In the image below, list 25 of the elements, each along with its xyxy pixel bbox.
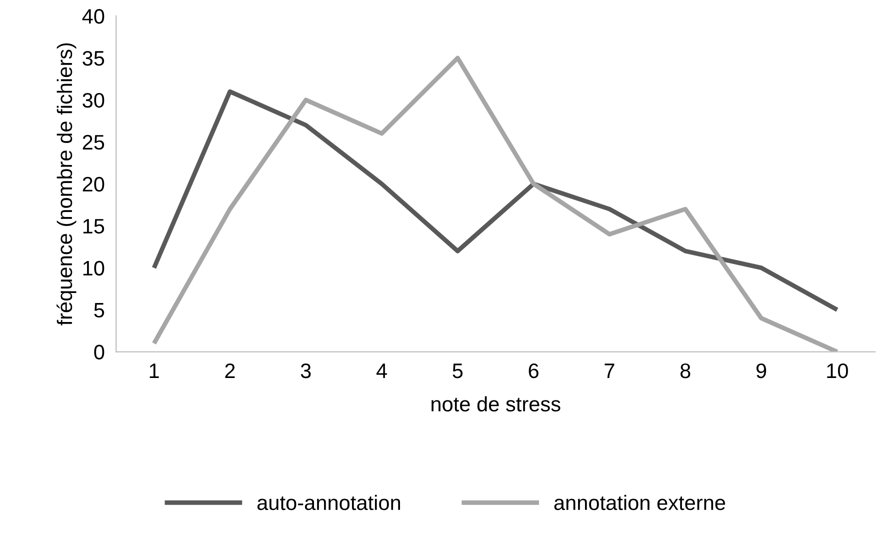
x-tick-label: 4: [376, 364, 387, 378]
x-tick-label: 6: [528, 363, 538, 378]
x-tick-label: 8: [680, 363, 690, 378]
x-tick-label: 1: [150, 364, 159, 378]
x-tick-label: 7: [604, 364, 614, 378]
y-tick-label: 0: [94, 344, 104, 360]
y-tick-label: 10: [83, 260, 104, 276]
x-tick-label: 3: [300, 363, 311, 378]
y-tick-label: 40: [82, 8, 104, 24]
legend-label: annotation externe: [554, 494, 726, 510]
y-axis-title: fréquence (nombre de fichiers): [56, 43, 76, 326]
y-tick-label: 30: [82, 92, 104, 108]
y-tick-label: 15: [83, 219, 104, 234]
x-tick-label: 2: [225, 363, 235, 378]
y-tick-label: 35: [82, 50, 104, 66]
y-tick-label: 5: [94, 303, 104, 318]
x-tick-label: 9: [756, 363, 766, 378]
y-tick-label: 25: [82, 134, 104, 150]
x-tick-label: 5: [452, 364, 463, 378]
y-tick-label: 20: [82, 176, 104, 192]
x-axis-title: note de stress: [432, 396, 560, 412]
legend-label: auto-annotation: [257, 494, 400, 510]
line-series: [152, 56, 840, 352]
x-tick-label: 10: [827, 363, 848, 378]
line-series: [152, 89, 840, 312]
